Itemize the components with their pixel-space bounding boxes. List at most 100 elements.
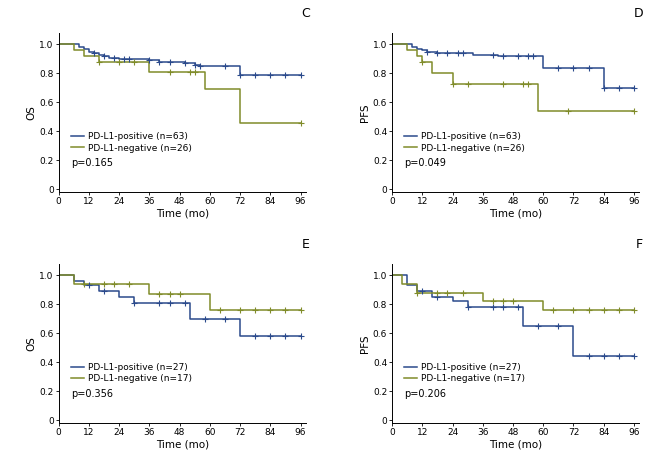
Point (190, 68, 200, 76)
Text: p=0.206: p=0.206 (404, 389, 447, 399)
Legend: PD-L1-positive (n=27), PD-L1-negative (n=17): PD-L1-positive (n=27), PD-L1-negative (n… (404, 363, 525, 384)
Point (563, 107, 574, 115)
Point (457, 49, 467, 57)
Point (432, 49, 443, 57)
Point (513, 304, 524, 311)
Point (295, 119, 306, 126)
Y-axis label: PFS: PFS (360, 334, 370, 352)
Point (215, 306, 225, 314)
Point (164, 68, 175, 76)
Point (497, 298, 508, 305)
Point (462, 304, 473, 311)
Point (79, 280, 89, 288)
Text: F: F (636, 238, 642, 251)
Point (295, 332, 306, 340)
Text: p=0.356: p=0.356 (71, 389, 113, 399)
Point (488, 51, 498, 58)
Point (488, 298, 498, 305)
Point (523, 52, 533, 60)
Text: C: C (301, 7, 310, 20)
Point (518, 80, 528, 87)
Point (129, 299, 140, 306)
Point (599, 306, 609, 314)
Point (447, 80, 458, 87)
Point (265, 306, 276, 314)
Point (164, 299, 175, 306)
Point (442, 289, 452, 297)
Point (457, 289, 467, 297)
Point (569, 306, 579, 314)
Point (179, 60, 190, 67)
Point (584, 64, 594, 71)
Point (513, 52, 524, 60)
Point (94, 58, 104, 66)
Point (452, 49, 463, 57)
Point (99, 280, 110, 288)
Point (155, 299, 165, 306)
Point (155, 290, 165, 298)
Point (200, 315, 210, 322)
Point (533, 322, 543, 330)
Point (497, 52, 508, 60)
Point (629, 352, 639, 360)
Point (144, 57, 155, 64)
Point (432, 289, 443, 297)
Y-axis label: OS: OS (27, 105, 37, 120)
Point (83, 282, 94, 289)
Point (523, 80, 533, 87)
Point (629, 84, 639, 92)
Point (99, 52, 110, 60)
Point (295, 306, 306, 314)
Point (155, 58, 165, 66)
Point (164, 58, 175, 66)
Point (280, 332, 291, 340)
Point (280, 71, 291, 78)
Point (89, 49, 99, 57)
Point (129, 58, 140, 66)
Point (629, 107, 639, 115)
Point (235, 306, 245, 314)
Point (295, 71, 306, 78)
Point (553, 64, 563, 71)
Point (599, 352, 609, 360)
Point (124, 55, 134, 63)
Point (412, 289, 422, 297)
Point (235, 71, 245, 78)
Point (185, 68, 195, 76)
Point (417, 58, 428, 66)
Point (265, 332, 276, 340)
X-axis label: Time (mo): Time (mo) (489, 439, 542, 450)
Point (569, 64, 579, 71)
Point (220, 63, 230, 70)
Point (99, 288, 110, 295)
Point (614, 84, 624, 92)
Point (119, 55, 129, 63)
X-axis label: Time (mo): Time (mo) (156, 439, 209, 450)
Point (599, 84, 609, 92)
Point (497, 80, 508, 87)
X-axis label: Time (mo): Time (mo) (156, 209, 209, 219)
Text: D: D (634, 7, 644, 20)
Text: E: E (302, 238, 310, 251)
Legend: PD-L1-positive (n=63), PD-L1-negative (n=26): PD-L1-positive (n=63), PD-L1-negative (n… (404, 133, 525, 153)
Point (164, 290, 175, 298)
Point (629, 306, 639, 314)
Text: p=0.165: p=0.165 (71, 158, 113, 168)
Point (614, 306, 624, 314)
Y-axis label: OS: OS (27, 336, 37, 351)
Point (124, 280, 134, 288)
X-axis label: Time (mo): Time (mo) (489, 209, 542, 219)
Point (114, 58, 125, 66)
Point (250, 332, 260, 340)
Point (432, 293, 443, 301)
Point (528, 52, 539, 60)
Point (109, 54, 119, 61)
Point (584, 352, 594, 360)
Point (250, 71, 260, 78)
Text: p=0.049: p=0.049 (404, 158, 446, 168)
Point (488, 304, 498, 311)
Point (280, 306, 291, 314)
Point (250, 306, 260, 314)
Legend: PD-L1-positive (n=27), PD-L1-negative (n=17): PD-L1-positive (n=27), PD-L1-negative (n… (70, 363, 192, 384)
Legend: PD-L1-positive (n=63), PD-L1-negative (n=26): PD-L1-positive (n=63), PD-L1-negative (n… (70, 133, 192, 153)
